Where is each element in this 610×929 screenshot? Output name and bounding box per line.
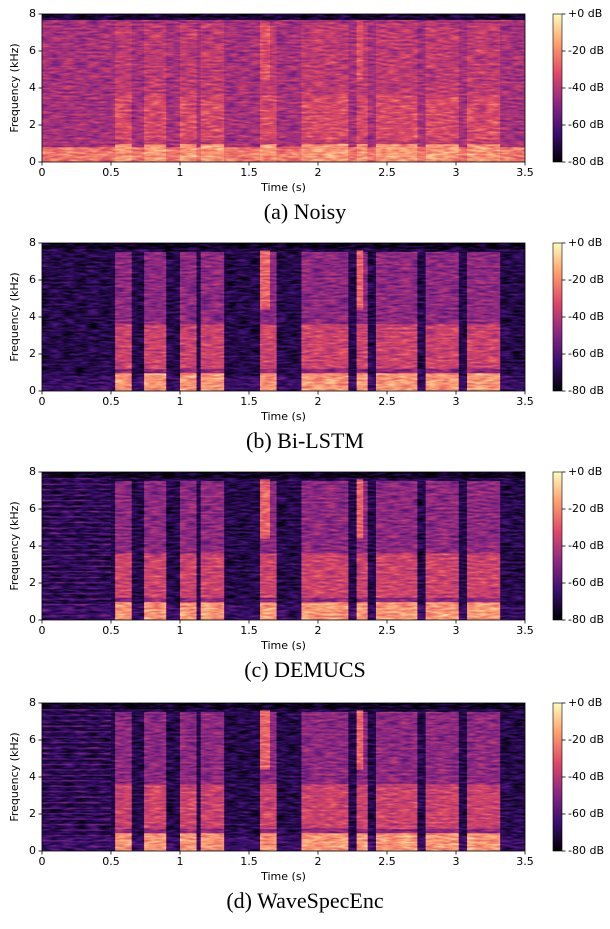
- x-tick-label: 3: [453, 855, 460, 868]
- y-tick-label: 2: [29, 807, 36, 820]
- spectrogram-image: [42, 243, 525, 391]
- colorbar-tick-label: -40 dB: [568, 81, 604, 94]
- x-tick-label: 1.5: [240, 624, 258, 637]
- x-tick-label: 2.5: [378, 395, 396, 408]
- colorbar-tick-label: -80 dB: [568, 155, 604, 168]
- x-tick-label: 2.5: [378, 855, 396, 868]
- colorbar-tick-label: -40 dB: [568, 770, 604, 783]
- colorbar-tick-label: +0 dB: [568, 696, 602, 709]
- colorbar: [552, 471, 563, 621]
- colorbar-tick-label: -80 dB: [568, 844, 604, 857]
- colorbar-tick-label: +0 dB: [568, 465, 602, 478]
- colorbar-tick-label: -20 dB: [568, 733, 604, 746]
- x-tick-label: 1.5: [240, 855, 258, 868]
- x-tick-label: 1.5: [240, 395, 258, 408]
- colorbar-tick-label: -20 dB: [568, 273, 604, 286]
- spectrogram-image: [42, 14, 525, 162]
- x-tick-label: 2: [315, 166, 322, 179]
- x-tick-label: 1: [177, 395, 184, 408]
- x-tick-label: 2: [315, 624, 322, 637]
- y-tick-label: 4: [29, 770, 36, 783]
- caption: (d) WaveSpecEnc: [226, 888, 383, 913]
- y-axis-label: Frequency (kHz): [8, 501, 21, 590]
- x-tick-label: 2: [315, 395, 322, 408]
- y-tick-label: 8: [29, 465, 36, 478]
- x-tick-label: 3: [453, 624, 460, 637]
- colorbar-tick-label: -60 dB: [568, 807, 604, 820]
- colorbar-tick-label: -40 dB: [568, 310, 604, 323]
- y-tick-label: 6: [29, 273, 36, 286]
- spectrogram-image: [42, 703, 525, 851]
- y-axis-label: Frequency (kHz): [8, 43, 21, 132]
- x-axis-label: Time (s): [260, 870, 306, 883]
- x-tick-label: 0: [39, 855, 46, 868]
- colorbar-tick-label: -20 dB: [568, 502, 604, 515]
- y-axis-label: Frequency (kHz): [8, 732, 21, 821]
- x-axis-label: Time (s): [260, 410, 306, 423]
- x-tick-label: 2: [315, 855, 322, 868]
- y-tick-label: 4: [29, 539, 36, 552]
- colorbar-tick-label: +0 dB: [568, 236, 602, 249]
- x-tick-label: 2.5: [378, 166, 396, 179]
- x-tick-label: 0.5: [102, 166, 120, 179]
- x-tick-label: 3.5: [516, 395, 534, 408]
- x-tick-label: 1.5: [240, 166, 258, 179]
- y-tick-label: 0: [29, 844, 36, 857]
- y-tick-label: 2: [29, 347, 36, 360]
- y-tick-label: 6: [29, 502, 36, 515]
- y-axis-label: Frequency (kHz): [8, 272, 21, 361]
- colorbar-tick-label: +0 dB: [568, 7, 602, 20]
- caption: (b) Bi-LSTM: [246, 428, 364, 453]
- x-tick-label: 3: [453, 166, 460, 179]
- y-tick-label: 8: [29, 7, 36, 20]
- colorbar-tick-label: -60 dB: [568, 347, 604, 360]
- colorbar: [552, 13, 563, 163]
- colorbar: [552, 242, 563, 392]
- y-tick-label: 2: [29, 118, 36, 131]
- colorbar-tick-label: -60 dB: [568, 576, 604, 589]
- x-tick-label: 0: [39, 395, 46, 408]
- colorbar-tick-label: -80 dB: [568, 384, 604, 397]
- y-tick-label: 0: [29, 613, 36, 626]
- y-tick-label: 4: [29, 81, 36, 94]
- x-axis-label: Time (s): [260, 181, 306, 194]
- spectrogram-image: [42, 472, 525, 620]
- x-tick-label: 0.5: [102, 624, 120, 637]
- y-tick-label: 8: [29, 696, 36, 709]
- x-tick-label: 0: [39, 166, 46, 179]
- y-tick-label: 0: [29, 384, 36, 397]
- y-tick-label: 4: [29, 310, 36, 323]
- colorbar-tick-label: -40 dB: [568, 539, 604, 552]
- colorbar-tick-label: -20 dB: [568, 44, 604, 57]
- x-tick-label: 0.5: [102, 855, 120, 868]
- x-tick-label: 1: [177, 855, 184, 868]
- x-tick-label: 1: [177, 166, 184, 179]
- y-tick-label: 6: [29, 44, 36, 57]
- caption: (a) Noisy: [264, 199, 346, 224]
- x-tick-label: 1: [177, 624, 184, 637]
- colorbar-tick-label: -80 dB: [568, 613, 604, 626]
- x-tick-label: 3.5: [516, 624, 534, 637]
- colorbar: [552, 702, 563, 852]
- x-axis-label: Time (s): [260, 639, 306, 652]
- x-tick-label: 0.5: [102, 395, 120, 408]
- y-tick-label: 2: [29, 576, 36, 589]
- x-tick-label: 2.5: [378, 624, 396, 637]
- y-tick-label: 6: [29, 733, 36, 746]
- x-tick-label: 3.5: [516, 166, 534, 179]
- colorbar-tick-label: -60 dB: [568, 118, 604, 131]
- x-tick-label: 3: [453, 395, 460, 408]
- x-tick-label: 3.5: [516, 855, 534, 868]
- y-tick-label: 0: [29, 155, 36, 168]
- y-tick-label: 8: [29, 236, 36, 249]
- x-tick-label: 0: [39, 624, 46, 637]
- caption: (c) DEMUCS: [244, 657, 366, 682]
